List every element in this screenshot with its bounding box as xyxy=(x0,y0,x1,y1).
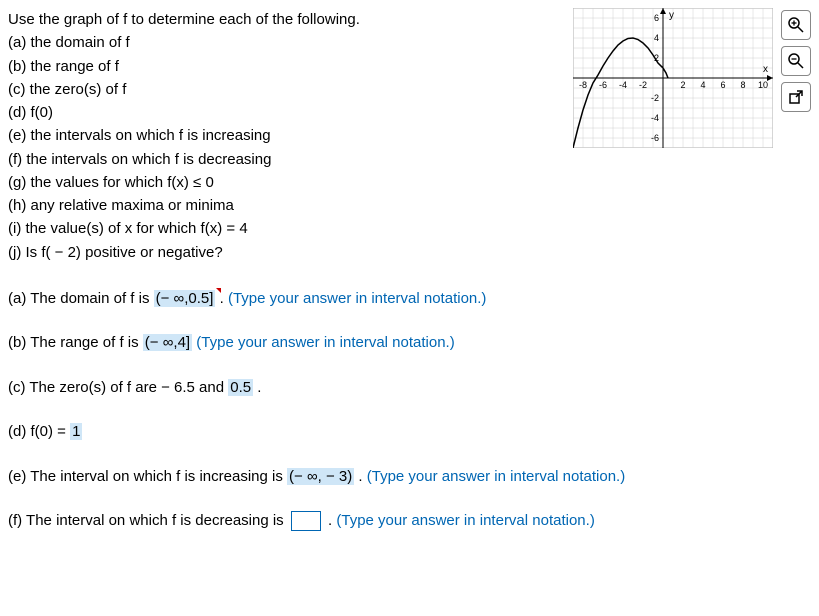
svg-text:6: 6 xyxy=(654,13,659,23)
answer-a-hint: (Type your answer in interval notation.) xyxy=(228,290,486,307)
svg-text:-2: -2 xyxy=(651,93,659,103)
answer-f-pre: (f) The interval on which f is decreasin… xyxy=(8,512,288,529)
answer-a: (a) The domain of f is (− ∞,0.5] . (Type… xyxy=(8,288,811,311)
svg-text:-8: -8 xyxy=(579,80,587,90)
answer-c-post: . xyxy=(257,379,261,396)
question-part-e: (e) the intervals on which f is increasi… xyxy=(8,127,271,144)
svg-text:-6: -6 xyxy=(599,80,607,90)
answer-f-input[interactable] xyxy=(291,511,321,531)
answer-d-pre: (d) f(0) = xyxy=(8,423,70,440)
svg-text:4: 4 xyxy=(700,80,705,90)
zoom-in-button[interactable] xyxy=(781,10,811,40)
svg-text:8: 8 xyxy=(740,80,745,90)
answer-c-value[interactable]: 0.5 xyxy=(228,379,253,396)
question-part-f: (f) the intervals on which f is decreasi… xyxy=(8,151,271,168)
popout-icon xyxy=(788,89,804,105)
svg-text:10: 10 xyxy=(758,80,768,90)
svg-text:6: 6 xyxy=(720,80,725,90)
svg-text:-4: -4 xyxy=(619,80,627,90)
question-part-h: (h) any relative maxima or minima xyxy=(8,197,234,214)
question-intro: Use the graph of f to determine each of … xyxy=(8,11,360,28)
svg-text:-2: -2 xyxy=(639,80,647,90)
svg-text:2: 2 xyxy=(680,80,685,90)
answer-e-post: . xyxy=(358,468,366,485)
svg-text:-4: -4 xyxy=(651,113,659,123)
question-part-i: (i) the value(s) of x for which f(x) = 4 xyxy=(8,220,248,237)
question-part-a: (a) the domain of f xyxy=(8,34,130,51)
svg-text:4: 4 xyxy=(654,33,659,43)
popout-button[interactable] xyxy=(781,82,811,112)
answer-b-value[interactable]: (− ∞,4] xyxy=(143,334,192,351)
answer-b: (b) The range of f is (− ∞,4] (Type your… xyxy=(8,332,811,355)
question-part-b: (b) the range of f xyxy=(8,58,119,75)
svg-text:x: x xyxy=(763,64,768,75)
answer-c: (c) The zero(s) of f are − 6.5 and 0.5 . xyxy=(8,377,811,400)
svg-text:-6: -6 xyxy=(651,133,659,143)
answer-e: (e) The interval on which f is increasin… xyxy=(8,466,811,489)
answer-c-pre: (c) The zero(s) of f are − 6.5 and xyxy=(8,379,228,396)
question-part-g: (g) the values for which f(x) ≤ 0 xyxy=(8,174,214,191)
answer-d: (d) f(0) = 1 xyxy=(8,421,811,444)
answer-e-hint: (Type your answer in interval notation.) xyxy=(367,468,625,485)
answer-b-hint: (Type your answer in interval notation.) xyxy=(196,334,454,351)
zoom-in-icon xyxy=(787,16,805,34)
zoom-out-button[interactable] xyxy=(781,46,811,76)
answer-f-hint: (Type your answer in interval notation.) xyxy=(336,512,594,529)
answer-e-value[interactable]: (− ∞, − 3) xyxy=(287,468,354,485)
function-graph: -8-6-4-2246810642-2-4-6yx xyxy=(573,8,773,148)
answer-b-pre: (b) The range of f is xyxy=(8,334,143,351)
answer-d-value[interactable]: 1 xyxy=(70,423,82,440)
answer-a-pre: (a) The domain of f is xyxy=(8,290,154,307)
zoom-out-icon xyxy=(787,52,805,70)
question-text: Use the graph of f to determine each of … xyxy=(8,8,563,264)
answer-a-value[interactable]: (− ∞,0.5] xyxy=(154,290,216,307)
answer-e-pre: (e) The interval on which f is increasin… xyxy=(8,468,287,485)
question-part-j: (j) Is f( − 2) positive or negative? xyxy=(8,244,223,261)
svg-text:y: y xyxy=(669,10,674,21)
answer-f: (f) The interval on which f is decreasin… xyxy=(8,510,811,533)
question-part-d: (d) f(0) xyxy=(8,104,53,121)
question-part-c: (c) the zero(s) of f xyxy=(8,81,126,98)
